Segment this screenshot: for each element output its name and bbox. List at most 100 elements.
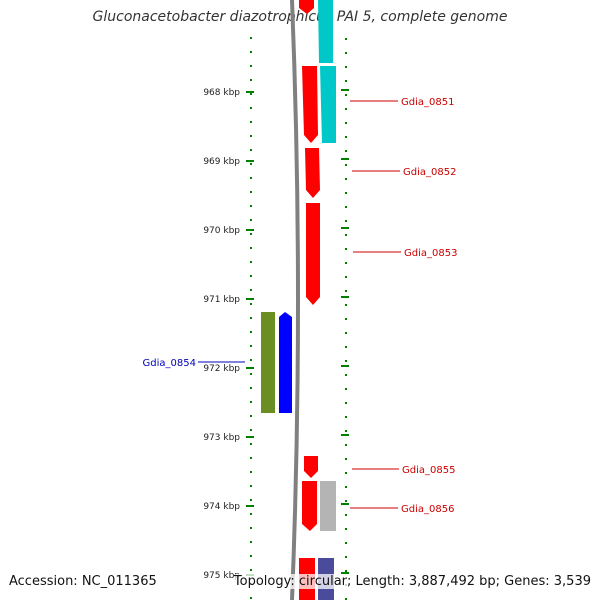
- tick-dot: [250, 93, 252, 95]
- tick-dot: [250, 597, 252, 599]
- kbp-major-tick: [246, 160, 254, 162]
- tick-dot: [345, 94, 347, 96]
- cds-red-0855[interactable]: [304, 456, 318, 478]
- tick-dot: [250, 219, 252, 221]
- tick-dot: [250, 65, 252, 67]
- kbp-major-tick-right: [341, 503, 349, 505]
- tick-dot: [250, 149, 252, 151]
- tick-dot: [250, 121, 252, 123]
- tick-dot: [345, 458, 347, 460]
- cds-red-0851[interactable]: [302, 66, 318, 143]
- tick-dot: [345, 500, 347, 502]
- gene-label[interactable]: Gdia_0856: [401, 504, 454, 515]
- kbp-label: 975 kbp: [203, 571, 240, 581]
- cds-blue-arrow[interactable]: [279, 312, 292, 413]
- gene-gdia-0852[interactable]: [305, 148, 320, 198]
- tick-dot: [250, 513, 252, 515]
- tick-dot: [250, 107, 252, 109]
- cds-olive-block[interactable]: [261, 312, 275, 413]
- tick-dot: [345, 150, 347, 152]
- kbp-label: 968 kbp: [203, 88, 240, 98]
- gene-gdia-0854[interactable]: [261, 312, 292, 413]
- tick-dot: [250, 191, 252, 193]
- kbp-major-tick-right: [341, 572, 349, 574]
- tick-dot: [345, 290, 347, 292]
- kbp-major-tick-right: [341, 89, 349, 91]
- tick-dot: [250, 233, 252, 235]
- gene-gdia-0856[interactable]: [302, 481, 317, 531]
- tick-dot: [250, 429, 252, 431]
- tick-dot: [345, 332, 347, 334]
- kbp-major-tick-right: [341, 227, 349, 229]
- tick-dot: [345, 486, 347, 488]
- gene-gdia-0851[interactable]: [302, 66, 318, 143]
- cds-red-0853[interactable]: [306, 203, 320, 305]
- backbone-arc: [290, 0, 300, 600]
- tick-dot: [250, 205, 252, 207]
- tick-dot: [345, 402, 347, 404]
- tick-dot: [345, 388, 347, 390]
- cds-red-top[interactable]: [299, 0, 314, 14]
- tick-dot: [250, 51, 252, 53]
- tick-dot: [345, 52, 347, 54]
- cds-cyan-lower[interactable]: [320, 66, 336, 143]
- tick-dot: [250, 345, 252, 347]
- tick-dot: [345, 80, 347, 82]
- gene-label[interactable]: Gdia_0853: [404, 248, 457, 259]
- kbp-major-tick-right: [341, 365, 349, 367]
- tick-dot: [250, 163, 252, 165]
- gene-label[interactable]: Gdia_0854: [143, 358, 196, 369]
- tick-dot: [250, 247, 252, 249]
- tick-dot: [345, 178, 347, 180]
- gene-label[interactable]: Gdia_0851: [401, 97, 454, 108]
- kbp-major-tick: [246, 505, 254, 507]
- tick-dot: [345, 444, 347, 446]
- cds-red-0852[interactable]: [305, 148, 320, 198]
- cds-grey-block[interactable]: [320, 481, 336, 531]
- tick-dot: [345, 346, 347, 348]
- tick-dot: [250, 387, 252, 389]
- topology-label: Topology: circular; Length: 3,887,492 bp…: [233, 574, 591, 589]
- kbp-label: 974 kbp: [203, 502, 240, 512]
- tick-dot: [250, 499, 252, 501]
- tick-dot: [345, 542, 347, 544]
- tick-dot: [345, 598, 347, 600]
- map-title: Gluconacetobacter diazotrophicus PAI 5, …: [92, 9, 508, 25]
- tick-dot: [250, 177, 252, 179]
- tick-dot: [345, 528, 347, 530]
- cds-cyan-top[interactable]: [318, 0, 333, 63]
- kbp-major-tick-right: [341, 158, 349, 160]
- gene-label[interactable]: Gdia_0852: [403, 167, 456, 178]
- gene-label[interactable]: Gdia_0855: [402, 465, 455, 476]
- gene-gdia-0850[interactable]: [299, 0, 314, 14]
- tick-dot: [250, 443, 252, 445]
- kbp-label: 972 kbp: [203, 364, 240, 374]
- kbp-major-tick: [246, 91, 254, 93]
- gene-gdia-0855[interactable]: [304, 456, 318, 478]
- tick-dot: [250, 401, 252, 403]
- cds-red-0856[interactable]: [302, 481, 317, 531]
- kbp-label: 973 kbp: [203, 433, 240, 443]
- tick-dot: [345, 164, 347, 166]
- accession-label: Accession: NC_011365: [9, 574, 157, 589]
- tick-dot: [250, 373, 252, 375]
- tick-dot: [345, 472, 347, 474]
- tick-dot: [345, 136, 347, 138]
- tick-dot: [345, 430, 347, 432]
- tick-dot: [250, 359, 252, 361]
- tick-dot: [250, 331, 252, 333]
- tick-dot: [250, 303, 252, 305]
- tick-dot: [345, 360, 347, 362]
- tick-dot: [345, 416, 347, 418]
- tick-dot: [250, 37, 252, 39]
- cds-cyan-group[interactable]: [318, 0, 336, 143]
- tick-dot: [345, 514, 347, 516]
- gene-gdia-0853[interactable]: [306, 203, 320, 305]
- tick-dot: [345, 122, 347, 124]
- tick-dot: [345, 248, 347, 250]
- tick-dot: [250, 541, 252, 543]
- tick-dot: [250, 317, 252, 319]
- tick-dot: [345, 304, 347, 306]
- tick-dot: [250, 415, 252, 417]
- tick-marks-right: [345, 38, 347, 600]
